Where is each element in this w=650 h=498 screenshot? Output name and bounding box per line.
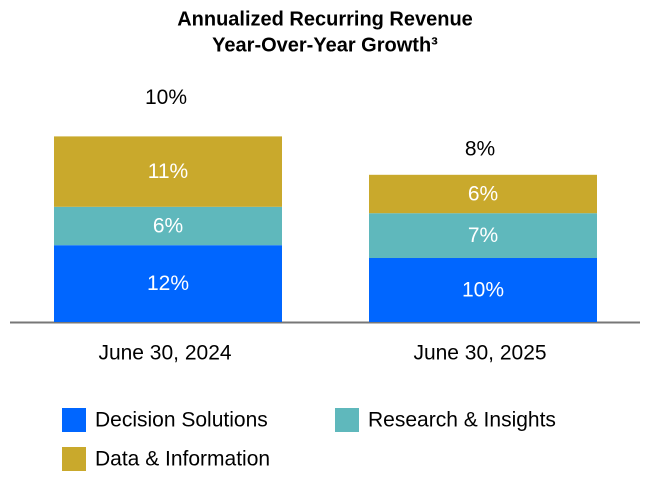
legend-swatch <box>335 408 359 432</box>
total-label: 8% <box>465 137 495 160</box>
value-label: 10% <box>462 279 504 302</box>
bar-segment <box>54 206 282 246</box>
bar-segment <box>369 258 597 322</box>
x-tick-label: June 30, 2025 <box>413 342 546 365</box>
value-label: 12% <box>147 272 189 295</box>
chart-title: Annualized Recurring Revenue <box>177 8 473 30</box>
x-tick-label: June 30, 2024 <box>98 342 231 365</box>
legend-swatch <box>62 408 86 432</box>
value-label: 6% <box>153 215 183 238</box>
chart-title: Year-Over-Year Growth³ <box>212 34 438 56</box>
value-label: 11% <box>148 160 188 183</box>
bar-segment <box>54 245 282 322</box>
bar-segment <box>54 136 282 207</box>
value-label: 6% <box>468 183 498 206</box>
bar-segment <box>369 174 597 214</box>
bar-segment <box>369 213 597 258</box>
value-label: 7% <box>468 224 498 247</box>
legend-label: Research & Insights <box>368 409 556 432</box>
legend-label: Data & Information <box>95 448 270 471</box>
total-label: 10% <box>145 86 187 109</box>
legend-label: Decision Solutions <box>95 409 268 432</box>
legend-swatch <box>62 447 86 471</box>
